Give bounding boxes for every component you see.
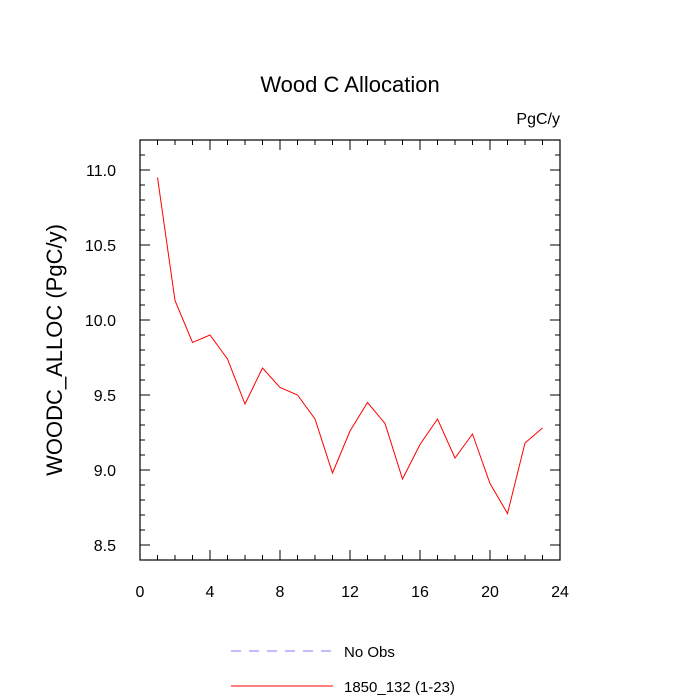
y-tick-label: 10.0 — [85, 313, 116, 330]
tick-labels: 0 4 8 12 16 20 24 8.5 9.0 9.5 10.0 10.5 11.0 — [85, 163, 569, 601]
units-label: PgC/y — [516, 111, 560, 128]
series-group — [157, 177, 543, 515]
plot-frame — [139, 139, 561, 561]
x-tick-label: 16 — [411, 584, 429, 601]
x-tick-label: 24 — [551, 584, 569, 601]
y-tick-label: 11.0 — [86, 163, 116, 180]
y-tick-label: 10.5 — [85, 238, 116, 255]
y-tick-label: 8.5 — [94, 538, 116, 555]
y-tick-label: 9.0 — [94, 463, 116, 480]
x-tick-label: 0 — [136, 584, 145, 601]
axis-ticks — [139, 139, 561, 561]
legend-label: No Obs — [344, 644, 395, 661]
legend: No Obs 1850_132 (1-23) — [231, 644, 455, 696]
x-tick-label: 4 — [206, 584, 215, 601]
chart-title: Wood C Allocation — [260, 72, 439, 97]
y-axis-label: WOODC_ALLOC (PgC/y) — [42, 224, 67, 476]
series-line — [157, 177, 543, 515]
x-tick-label: 12 — [341, 584, 359, 601]
x-tick-label: 8 — [276, 584, 285, 601]
legend-label: 1850_132 (1-23) — [344, 679, 455, 696]
x-tick-label: 20 — [481, 584, 499, 601]
y-tick-label: 9.5 — [94, 388, 116, 405]
